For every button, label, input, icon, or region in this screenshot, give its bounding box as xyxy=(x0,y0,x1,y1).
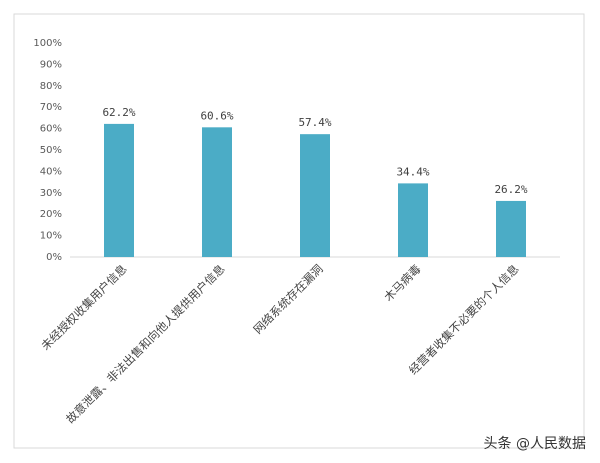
y-tick-label: 50% xyxy=(40,145,62,156)
y-tick-label: 40% xyxy=(40,166,62,177)
y-tick-label: 10% xyxy=(40,231,62,242)
bar xyxy=(202,127,232,257)
bar xyxy=(398,183,428,257)
y-tick-label: 20% xyxy=(40,209,62,220)
y-tick-label: 100% xyxy=(33,38,62,49)
y-tick-label: 30% xyxy=(40,188,62,199)
data-label: 57.4% xyxy=(298,116,331,129)
bar xyxy=(496,200,526,257)
data-label: 62.2% xyxy=(102,106,135,119)
watermark: 头条 @人民数据 xyxy=(484,435,586,452)
data-label: 26.2% xyxy=(494,183,527,196)
data-label: 34.4% xyxy=(396,165,429,178)
y-tick-label: 80% xyxy=(40,81,62,92)
y-tick-label: 0% xyxy=(46,252,62,263)
bar xyxy=(104,123,134,257)
y-tick-label: 60% xyxy=(40,124,62,135)
y-tick-label: 70% xyxy=(40,102,62,113)
bar xyxy=(300,134,330,257)
data-label: 60.6% xyxy=(200,109,233,122)
y-tick-label: 90% xyxy=(40,59,62,70)
